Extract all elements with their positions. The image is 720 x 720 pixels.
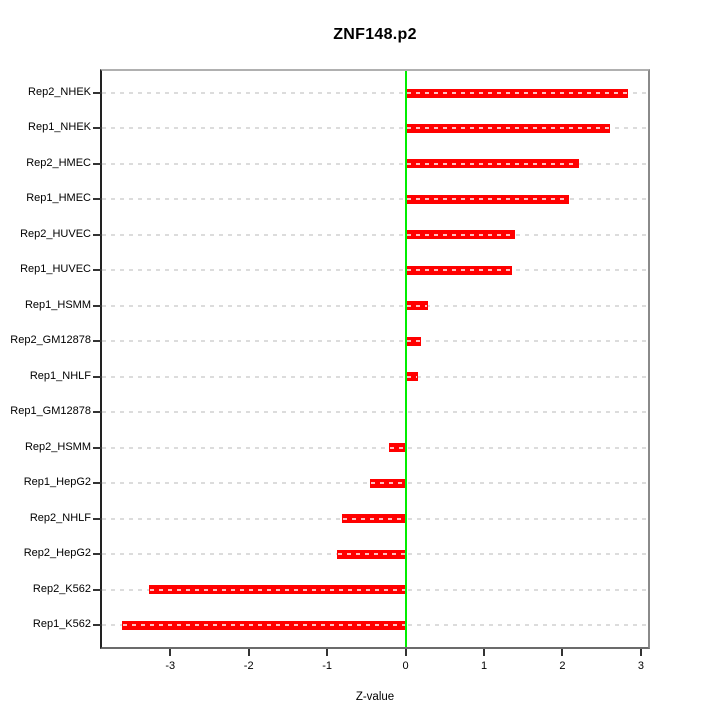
x-axis-tick-label: -1 bbox=[322, 660, 333, 672]
x-axis-tick-label: 1 bbox=[480, 660, 488, 672]
bar-dash-pattern bbox=[406, 233, 515, 236]
zero-reference-line bbox=[404, 71, 407, 647]
bar-Rep2_HMEC bbox=[405, 159, 579, 169]
y-axis-label-Rep2_GM12878: Rep2_GM12878 bbox=[10, 334, 91, 347]
y-axis-label-Rep2_HSMM: Rep2_HSMM bbox=[24, 440, 91, 453]
bar-dash-pattern bbox=[370, 482, 405, 485]
x-axis-tick bbox=[483, 649, 486, 656]
bar-Rep1_NHLF bbox=[405, 372, 419, 382]
y-axis-tick bbox=[93, 482, 102, 485]
y-axis-tick bbox=[93, 127, 102, 130]
y-axis-label-Rep1_HepG2: Rep1_HepG2 bbox=[23, 476, 91, 489]
y-axis-tick bbox=[93, 304, 102, 307]
bar-Rep1_HepG2 bbox=[369, 478, 406, 488]
y-axis-label-Rep2_NHLF: Rep2_NHLF bbox=[29, 511, 91, 524]
y-axis-label-Rep1_NHLF: Rep1_NHLF bbox=[29, 369, 91, 382]
y-axis-tick bbox=[93, 517, 102, 520]
y-axis-label-Rep1_NHEK: Rep1_NHEK bbox=[28, 121, 91, 134]
bar-dash-pattern bbox=[390, 446, 405, 449]
x-axis-tick-label: -2 bbox=[243, 660, 254, 672]
bar-Rep2_GM12878 bbox=[405, 336, 422, 346]
bar-Rep2_K562 bbox=[149, 585, 406, 595]
x-axis-tick bbox=[404, 649, 407, 656]
y-axis-tick bbox=[93, 375, 102, 378]
y-axis-label-Rep2_K562: Rep2_K562 bbox=[32, 582, 91, 595]
gridline bbox=[102, 162, 648, 165]
y-axis-label-Rep2_HepG2: Rep2_HepG2 bbox=[23, 547, 91, 560]
y-axis-label-Rep2_HUVEC: Rep2_HUVEC bbox=[20, 227, 91, 240]
y-axis-tick bbox=[93, 588, 102, 591]
x-axis-tick-label: 2 bbox=[559, 660, 566, 672]
y-axis-tick bbox=[93, 553, 102, 556]
y-axis-label-Rep1_HSMM: Rep1_HSMM bbox=[24, 298, 91, 311]
y-axis-tick bbox=[93, 233, 102, 236]
x-axis-tick-label: 3 bbox=[637, 660, 644, 672]
x-axis-tick bbox=[639, 649, 642, 656]
bar-dash-pattern bbox=[406, 162, 578, 165]
x-axis-tick bbox=[247, 649, 250, 656]
y-axis-tick bbox=[93, 198, 102, 201]
bar-dash-pattern bbox=[406, 127, 609, 130]
gridline bbox=[102, 233, 648, 236]
gridline bbox=[102, 304, 648, 307]
chart-title: ZNF148.p2 bbox=[333, 26, 417, 43]
y-axis-label-Rep1_HUVEC: Rep1_HUVEC bbox=[20, 263, 91, 276]
x-axis-tick bbox=[561, 649, 564, 656]
x-axis-tick-label: 0 bbox=[402, 660, 409, 672]
gridline bbox=[102, 375, 648, 378]
y-axis-tick bbox=[93, 624, 102, 627]
bar-dash-pattern bbox=[123, 624, 405, 627]
plot-area bbox=[100, 69, 650, 649]
bar-Rep1_NHEK bbox=[405, 123, 610, 133]
bar-Rep2_HepG2 bbox=[336, 549, 406, 559]
y-axis-tick bbox=[93, 92, 102, 94]
bar-dash-pattern bbox=[406, 92, 627, 94]
bar-Rep2_HUVEC bbox=[405, 230, 516, 240]
bar-dash-pattern bbox=[150, 588, 405, 591]
bar-dash-pattern bbox=[406, 198, 568, 201]
bar-Rep1_HSMM bbox=[405, 301, 428, 311]
y-axis-label-Rep2_HMEC: Rep2_HMEC bbox=[26, 156, 91, 169]
x-axis-label: Z-value bbox=[355, 691, 395, 703]
y-axis-label-Rep2_NHEK: Rep2_NHEK bbox=[28, 86, 91, 98]
gridline bbox=[102, 127, 648, 130]
y-axis-tick bbox=[93, 269, 102, 272]
gridline bbox=[102, 446, 648, 449]
x-axis-tick bbox=[169, 649, 172, 656]
bar-dash-pattern bbox=[406, 375, 418, 378]
bar-dash-pattern bbox=[406, 340, 421, 343]
gridline bbox=[102, 92, 648, 94]
y-axis-label-Rep1_K562: Rep1_K562 bbox=[32, 618, 91, 631]
bar-dash-pattern bbox=[406, 304, 427, 307]
bar-Rep1_K562 bbox=[122, 620, 406, 630]
y-axis-tick bbox=[93, 411, 102, 414]
y-axis-label-Rep1_GM12878: Rep1_GM12878 bbox=[10, 405, 91, 418]
gridline bbox=[102, 198, 648, 201]
bar-Rep2_NHLF bbox=[342, 514, 406, 524]
gridline bbox=[102, 411, 648, 414]
bar-Rep1_HUVEC bbox=[405, 265, 513, 275]
bar-Rep2_NHEK bbox=[405, 88, 628, 98]
gridline bbox=[102, 269, 648, 272]
y-axis-tick bbox=[93, 340, 102, 343]
bar-Rep2_HSMM bbox=[389, 443, 406, 453]
gridline bbox=[102, 340, 648, 343]
bar-dash-pattern bbox=[337, 553, 405, 556]
y-axis-tick bbox=[93, 162, 102, 165]
x-axis-tick bbox=[326, 649, 329, 656]
y-axis-tick bbox=[93, 446, 102, 449]
bar-dash-pattern bbox=[406, 269, 512, 272]
x-axis-tick-label: -3 bbox=[165, 660, 176, 672]
bar-dash-pattern bbox=[343, 517, 405, 520]
bar-Rep1_HMEC bbox=[405, 194, 569, 204]
y-axis-label-Rep1_HMEC: Rep1_HMEC bbox=[26, 192, 91, 205]
